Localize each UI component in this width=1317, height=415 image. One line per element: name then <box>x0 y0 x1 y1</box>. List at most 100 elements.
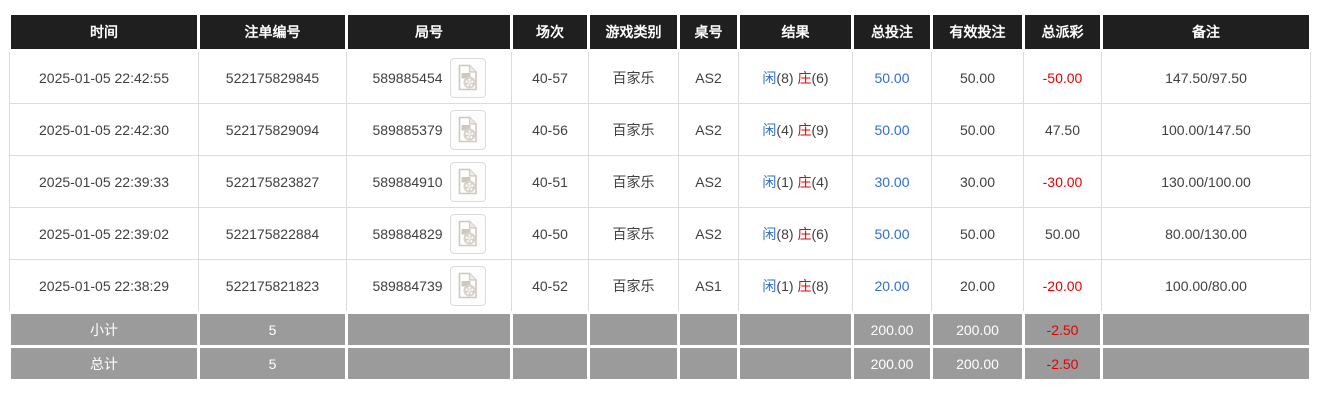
player-label: 闲 <box>762 69 777 86</box>
video-replay-button[interactable] <box>449 161 486 202</box>
round-number: 589884829 <box>372 225 443 242</box>
subtotal-valid-bet: 200.00 <box>930 311 1025 348</box>
player-points: (1) <box>776 277 794 294</box>
video-icon <box>458 272 477 299</box>
banker-label: 庄 <box>797 69 812 86</box>
row-result-cell: 闲(8) 庄(6) <box>738 207 853 260</box>
col-header-result: 结果 <box>737 12 854 52</box>
video-replay-button[interactable] <box>449 213 486 254</box>
col-header-valid-bet: 有效投注 <box>930 12 1025 52</box>
row-session-cell: 40-51 <box>511 155 589 208</box>
player-points: (4) <box>776 121 794 138</box>
footer-empty-cell <box>345 345 513 382</box>
table-row: 2025-01-05 22:42:55 522175829845 589885454… <box>9 50 1311 104</box>
row-valid-bet-cell: 30.00 <box>931 155 1024 208</box>
row-remark-cell: 130.00/100.00 <box>1101 155 1311 208</box>
row-session-cell: 40-52 <box>511 259 589 313</box>
video-replay-button[interactable] <box>449 265 486 306</box>
row-remark-cell: 100.00/147.50 <box>1101 103 1311 156</box>
footer-empty-cell <box>737 311 854 348</box>
player-points: (8) <box>776 69 794 86</box>
row-table-no-cell: AS2 <box>678 155 739 208</box>
video-replay-button[interactable] <box>449 57 486 98</box>
row-valid-bet-cell: 20.00 <box>931 259 1024 313</box>
row-remark-cell: 147.50/97.50 <box>1101 50 1311 104</box>
row-game-type-cell: 百家乐 <box>588 259 679 313</box>
row-payout-cell: -50.00 <box>1023 50 1102 104</box>
row-total-bet-cell: 50.00 <box>852 207 932 260</box>
footer-empty-cell <box>587 345 680 382</box>
banker-label: 庄 <box>797 121 812 138</box>
col-header-time: 时间 <box>8 12 200 52</box>
footer-empty-cell <box>737 345 854 382</box>
footer-empty-cell <box>345 311 513 348</box>
row-payout-cell: -20.00 <box>1023 259 1102 313</box>
row-round-cell: 589884910 <box>346 155 512 208</box>
row-bet-id-cell: 522175829094 <box>198 103 347 156</box>
round-number: 589885454 <box>372 69 443 86</box>
subtotal-row: 小计 5 200.00 200.00 -2.50 <box>8 311 1312 348</box>
grand-total-row: 总计 5 200.00 200.00 -2.50 <box>8 345 1312 382</box>
video-icon <box>458 116 477 143</box>
round-number: 589884739 <box>372 277 443 294</box>
footer-empty-cell <box>510 311 590 348</box>
table-row: 2025-01-05 22:39:02 522175822884 589884829… <box>9 207 1311 260</box>
grand-total-total-bet: 200.00 <box>851 345 933 382</box>
row-bet-id-cell: 522175829845 <box>198 50 347 104</box>
footer-empty-cell <box>1100 311 1312 348</box>
row-time-cell: 2025-01-05 22:42:30 <box>9 103 199 156</box>
footer-empty-cell <box>1100 345 1312 382</box>
table-body: 2025-01-05 22:42:55 522175829845 589885454… <box>9 50 1311 313</box>
table-row: 2025-01-05 22:39:33 522175823827 589884910… <box>9 155 1311 208</box>
col-header-session: 场次 <box>510 12 590 52</box>
subtotal-total-bet: 200.00 <box>851 311 933 348</box>
row-time-cell: 2025-01-05 22:39:33 <box>9 155 199 208</box>
row-payout-cell: -30.00 <box>1023 155 1102 208</box>
row-session-cell: 40-50 <box>511 207 589 260</box>
row-payout-cell: 47.50 <box>1023 103 1102 156</box>
row-result-cell: 闲(1) 庄(8) <box>738 259 853 313</box>
row-round-cell: 589884829 <box>346 207 512 260</box>
banker-label: 庄 <box>797 173 812 190</box>
footer-empty-cell <box>677 311 740 348</box>
row-valid-bet-cell: 50.00 <box>931 50 1024 104</box>
player-points: (1) <box>776 173 794 190</box>
table-row: 2025-01-05 22:42:30 522175829094 589885379… <box>9 103 1311 156</box>
row-table-no-cell: AS2 <box>678 207 739 260</box>
row-bet-id-cell: 522175823827 <box>198 155 347 208</box>
player-label: 闲 <box>762 277 777 294</box>
col-header-table-no: 桌号 <box>677 12 740 52</box>
subtotal-payout: -2.50 <box>1022 311 1103 348</box>
row-result-cell: 闲(8) 庄(6) <box>738 50 853 104</box>
grand-total-payout: -2.50 <box>1022 345 1103 382</box>
col-header-bet-id: 注单编号 <box>197 12 348 52</box>
grand-total-label: 总计 <box>8 345 200 382</box>
col-header-remark: 备注 <box>1100 12 1312 52</box>
row-result-cell: 闲(1) 庄(4) <box>738 155 853 208</box>
video-replay-button[interactable] <box>449 109 486 150</box>
banker-points: (9) <box>811 121 829 138</box>
grand-total-valid-bet: 200.00 <box>930 345 1025 382</box>
subtotal-label: 小计 <box>8 311 200 348</box>
header-row: 时间 注单编号 局号 场次 游戏类别 桌号 结果 总投注 有效投注 总派彩 备注 <box>8 12 1312 52</box>
row-round-cell: 589885379 <box>346 103 512 156</box>
player-label: 闲 <box>762 173 777 190</box>
row-game-type-cell: 百家乐 <box>588 50 679 104</box>
row-time-cell: 2025-01-05 22:42:55 <box>9 50 199 104</box>
table-footer: 小计 5 200.00 200.00 -2.50 总计 5 2 <box>8 311 1312 382</box>
row-game-type-cell: 百家乐 <box>588 155 679 208</box>
banker-points: (6) <box>811 225 829 242</box>
row-total-bet-cell: 50.00 <box>852 103 932 156</box>
row-game-type-cell: 百家乐 <box>588 103 679 156</box>
banker-points: (4) <box>811 173 829 190</box>
row-game-type-cell: 百家乐 <box>588 207 679 260</box>
banker-points: (8) <box>811 277 829 294</box>
banker-points: (6) <box>811 69 829 86</box>
row-time-cell: 2025-01-05 22:39:02 <box>9 207 199 260</box>
col-header-round: 局号 <box>345 12 513 52</box>
bet-records-table: 时间 注单编号 局号 场次 游戏类别 桌号 结果 总投注 有效投注 总派彩 备注… <box>8 12 1312 382</box>
row-remark-cell: 100.00/80.00 <box>1101 259 1311 313</box>
table-row: 2025-01-05 22:38:29 522175821823 589884739… <box>9 259 1311 313</box>
round-number: 589884910 <box>372 173 443 190</box>
table-header: 时间 注单编号 局号 场次 游戏类别 桌号 结果 总投注 有效投注 总派彩 备注 <box>8 12 1312 52</box>
